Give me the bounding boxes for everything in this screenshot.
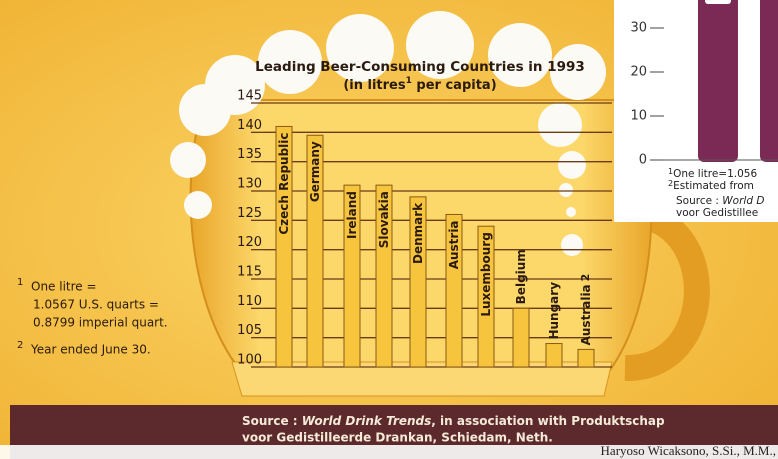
- bar: [445, 213, 463, 368]
- y-tick-label: 105: [237, 323, 262, 338]
- inset-y-tick-label: 20: [630, 65, 647, 80]
- bar-label: Luxembourg: [479, 232, 493, 316]
- mug-handle: [624, 202, 710, 382]
- bar-label: Hungary: [547, 282, 561, 340]
- credit: Haryoso Wicaksono, S.Si., M.M.,: [601, 443, 776, 458]
- source-line: Source : World Drink Trends, in associat…: [242, 414, 665, 428]
- category-label: Luxembourg: [479, 232, 493, 316]
- inset-y-tick-label: 10: [630, 109, 647, 124]
- subtitle-mark: 1: [406, 76, 412, 86]
- category-label: Austria: [447, 220, 461, 269]
- subtitle-text: (in litres: [343, 78, 406, 93]
- category-label: Denmark: [411, 202, 425, 264]
- footnote-line: Year ended June 30.: [30, 343, 151, 357]
- category-mark: 2: [579, 274, 592, 282]
- category-label: Germany: [308, 141, 322, 202]
- inset-y-tick-label: 0: [639, 153, 647, 168]
- category-label: Australia: [579, 284, 593, 345]
- y-tick-label: 145: [237, 89, 262, 104]
- plot: 100 105 110 115 120 125 130 135 140 145 Czech Repu…: [237, 89, 612, 368]
- foam: [170, 11, 606, 256]
- bar-label: Germany: [308, 141, 322, 202]
- inset-source-work: World D: [722, 195, 764, 207]
- bar-label: Czech Republic: [277, 132, 291, 234]
- footnote-line: 1.0567 U.S. quarts =: [33, 298, 159, 312]
- bar: [275, 125, 293, 368]
- footnotes: 1 One litre = 1.0567 U.S. quarts = 0.8799 i…: [17, 277, 168, 357]
- bar: [512, 307, 530, 368]
- bar-label: Ireland: [345, 191, 359, 239]
- inset-bar: [760, 0, 778, 162]
- inset-note-mark: 1: [668, 167, 673, 176]
- bar: [477, 225, 495, 368]
- y-tick-label: 125: [237, 206, 262, 221]
- inset-bar-cap: [705, 0, 731, 4]
- chart-subtitle: (in litres1 per capita): [343, 76, 496, 93]
- y-tick-label: 100: [237, 353, 262, 368]
- chart-title: Leading Beer-Consuming Countries in 1993: [255, 59, 585, 75]
- inset-note-mark: 2: [668, 179, 673, 188]
- inset-source: Source : World D: [676, 195, 764, 207]
- bar: [343, 184, 361, 368]
- footnote-line: 0.8799 imperial quart.: [33, 316, 168, 330]
- inset-background: [614, 0, 778, 222]
- category-label: Czech Republic: [277, 132, 291, 234]
- bar: [306, 134, 324, 368]
- inset-source-prefix: Source :: [676, 195, 722, 207]
- source-line: voor Gedistilleerde Drankan, Schiedam, N…: [242, 431, 553, 445]
- bar-label: Austria: [447, 220, 461, 269]
- bar: [409, 196, 427, 368]
- y-tick-label: 130: [237, 177, 262, 192]
- bar: [577, 348, 595, 368]
- footnote-line: One litre =: [31, 280, 97, 294]
- bar-label: Slovakia: [377, 191, 391, 248]
- bar-label: Belgium: [514, 249, 528, 304]
- credit-band: [0, 445, 778, 459]
- inset-bar: [698, 0, 738, 162]
- footnote-mark: 1: [17, 277, 23, 288]
- category-label: Belgium: [514, 249, 528, 304]
- inset-note-text: Estimated from: [673, 180, 754, 192]
- y-tick-label: 115: [237, 265, 262, 280]
- y-tick-label: 135: [237, 147, 262, 162]
- bar: [375, 184, 393, 368]
- inset-source: voor Gedistillee: [676, 207, 758, 219]
- bar-label: Australia 2: [579, 274, 593, 346]
- source-prefix: Source :: [242, 414, 302, 428]
- inset-note: 2Estimated from: [668, 179, 754, 193]
- bar: [545, 343, 563, 368]
- footnote-mark: 2: [17, 340, 23, 351]
- subtitle-text: per capita): [412, 78, 497, 93]
- source-rest: , in association with Produktschap: [431, 414, 665, 428]
- inset-note-text: One litre=1.056: [673, 168, 757, 180]
- inset-y-tick-label: 30: [630, 21, 647, 36]
- y-tick-label: 110: [237, 294, 262, 309]
- bar-label: Denmark: [411, 202, 425, 264]
- category-label: Slovakia: [377, 191, 391, 248]
- inset-note: 1One litre=1.056: [668, 167, 757, 181]
- y-tick-label: 120: [237, 235, 262, 250]
- category-label: Ireland: [345, 191, 359, 239]
- y-tick-label: 140: [237, 118, 262, 133]
- source-work: World Drink Trends: [302, 414, 432, 428]
- category-label: Hungary: [547, 282, 561, 340]
